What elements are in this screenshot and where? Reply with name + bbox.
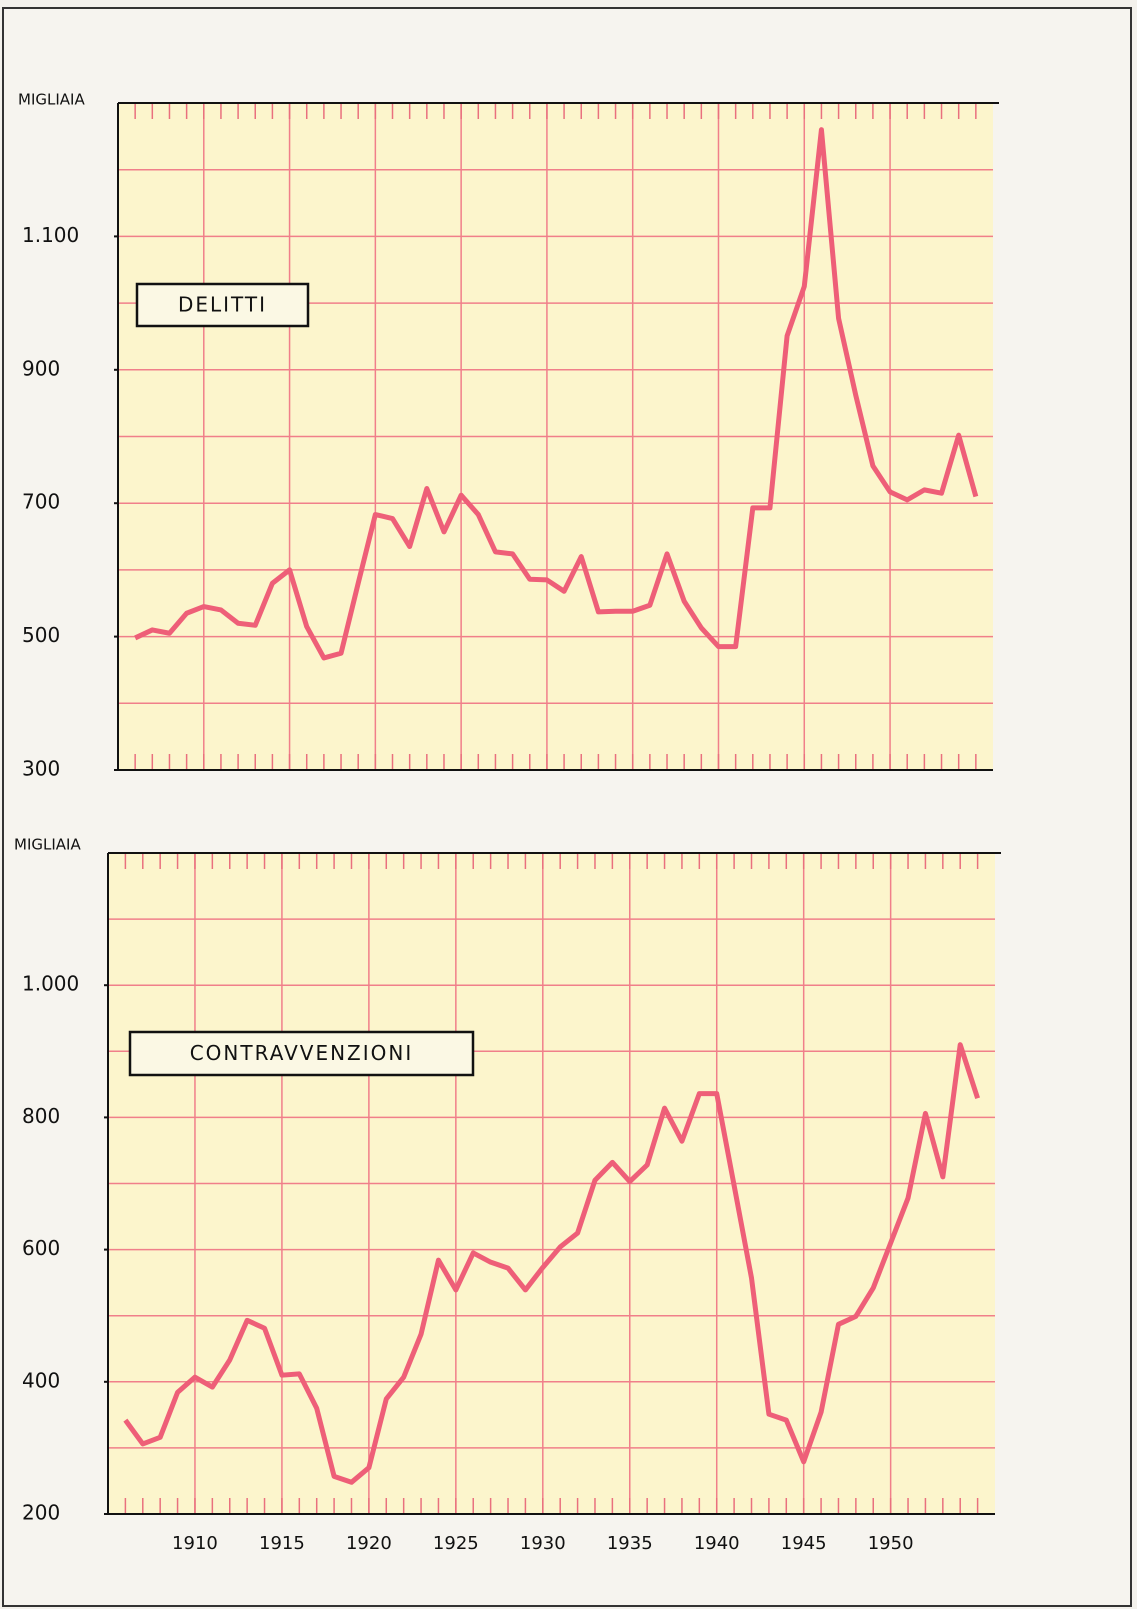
annotation: CONTRAVVENZIONI xyxy=(190,1041,414,1065)
y-tick-label: 900 xyxy=(22,356,60,380)
x-tick-label: 1930 xyxy=(520,1533,566,1554)
annotation-box xyxy=(135,282,310,328)
x-tick-label: 1910 xyxy=(172,1533,218,1554)
y-tick-label: 200 xyxy=(22,1501,60,1525)
x-tick-label: 1940 xyxy=(694,1533,740,1554)
x-tick-label: 1920 xyxy=(346,1533,392,1554)
x-tick-label: 1950 xyxy=(868,1533,914,1554)
y-axis-label: MIGLIAIA xyxy=(14,836,81,854)
annotation: DELITTI xyxy=(178,293,267,317)
y-tick-label: 1.100 xyxy=(22,223,79,247)
y-tick-label: 600 xyxy=(22,1236,60,1260)
y-tick-label: 400 xyxy=(22,1368,60,1392)
y-tick-label: 1.000 xyxy=(22,972,79,996)
y-axis-label: MIGLIAIA xyxy=(18,91,85,109)
x-tick-label: 1925 xyxy=(433,1533,479,1554)
x-tick-label: 1945 xyxy=(781,1533,827,1554)
y-tick-label: 300 xyxy=(22,757,60,781)
data-line xyxy=(134,127,979,661)
annotation-box xyxy=(128,1030,475,1077)
y-tick-label: 700 xyxy=(22,490,60,514)
y-tick-label: 800 xyxy=(22,1104,60,1128)
data-line xyxy=(123,1042,980,1485)
x-tick-label: 1915 xyxy=(259,1533,305,1554)
y-tick-label: 500 xyxy=(22,623,60,647)
x-tick-label: 1935 xyxy=(607,1533,653,1554)
